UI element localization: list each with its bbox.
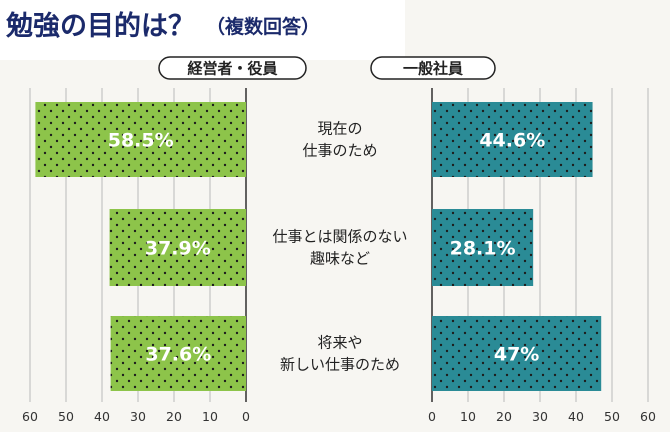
executives-bar-1: 58.5%	[35, 102, 247, 177]
executives-value-label-3: 37.6%	[145, 344, 211, 366]
right-tick-label-60: 60	[640, 409, 656, 424]
category-label-3-line-1: 将来や	[317, 334, 362, 352]
left-tick-label-10: 10	[202, 409, 218, 424]
left-tick-label-30: 30	[130, 409, 146, 424]
employees-bar-dots-1	[432, 102, 593, 177]
executives-bar-dots-2	[109, 209, 246, 286]
left-tick-label-40: 40	[94, 409, 110, 424]
title-background	[0, 0, 405, 60]
left-tick-label-0: 0	[242, 409, 250, 424]
chart-subtitle: （複数回答）	[206, 15, 320, 38]
legend-executives-label: 経営者・役員	[187, 60, 277, 78]
executives-bar-dots-1	[35, 102, 247, 177]
right-tick-label-30: 30	[532, 409, 548, 424]
legend-executives: 経営者・役員	[158, 56, 307, 80]
employees-value-label-3: 47%	[494, 344, 539, 366]
right-tick-label-40: 40	[568, 409, 584, 424]
left-tick-label-60: 60	[22, 409, 38, 424]
executives-bar-3: 37.6%	[110, 316, 246, 391]
category-label-2-line-1: 仕事とは関係のない	[272, 228, 407, 246]
axis-tick-labels: 60 50 40 30 20 10 0 0 10 20 30 40 50 60	[22, 409, 656, 424]
right-tick-label-0: 0	[428, 409, 436, 424]
executives-value-label-2: 37.9%	[145, 238, 211, 260]
chart-title: 勉強の目的は？	[5, 10, 195, 42]
employees-value-label-1: 44.6%	[479, 130, 545, 152]
employees-bar-2: 28.1%	[432, 209, 534, 286]
executives-bar-2: 37.9%	[109, 209, 246, 286]
legend-employees-label: 一般社員	[403, 60, 463, 78]
category-label-3-line-2: 新しい仕事のため	[280, 356, 400, 374]
employees-value-label-2: 28.1%	[450, 238, 516, 260]
employees-bar-dots-2	[432, 209, 534, 286]
category-label-1-line-1: 現在の	[317, 120, 362, 138]
right-tick-label-50: 50	[604, 409, 620, 424]
right-tick-label-20: 20	[496, 409, 512, 424]
left-tick-label-50: 50	[58, 409, 74, 424]
category-label-1-line-2: 仕事のため	[302, 142, 377, 160]
right-tick-label-10: 10	[460, 409, 476, 424]
executives-value-label-1: 58.5%	[108, 130, 174, 152]
legend-employees: 一般社員	[370, 56, 496, 80]
employees-bar-1: 44.6%	[432, 102, 593, 177]
executives-bar-dots-3	[110, 316, 246, 391]
category-label-2-line-2: 趣味など	[310, 250, 370, 268]
bars: 58.5% 37.9% 37.6% 44.6% 28.1% 47%	[35, 102, 602, 391]
employees-bar-3: 47%	[432, 316, 602, 391]
left-tick-label-20: 20	[166, 409, 182, 424]
employees-bar-dots-3	[432, 316, 602, 391]
